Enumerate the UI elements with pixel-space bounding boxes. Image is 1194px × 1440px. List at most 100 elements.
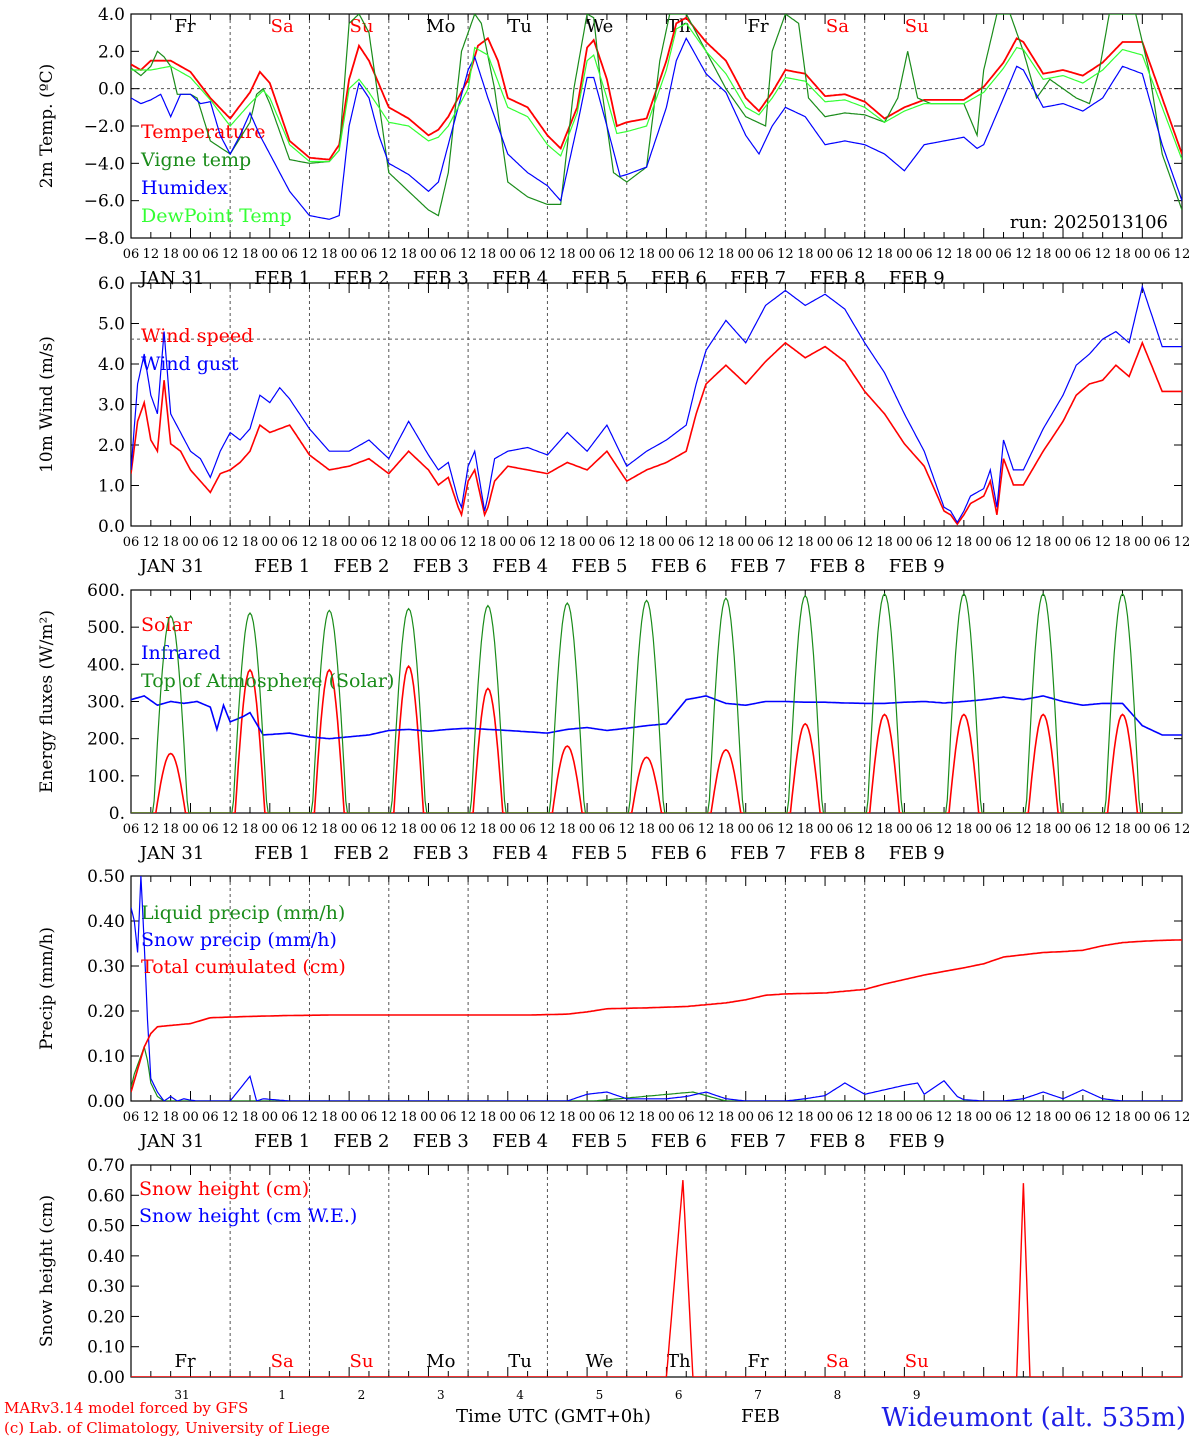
- time-axis-label: Time UTC (GMT+0h): [456, 1406, 651, 1427]
- x-date-label: JAN 31: [138, 1131, 205, 1152]
- x-hour-label: 06: [599, 535, 616, 550]
- x-date-label: FEB 1: [254, 1131, 310, 1152]
- legend-entry: Infrared: [141, 642, 221, 664]
- x-hour-label: 18: [162, 247, 179, 262]
- station-name: Wideumont (alt. 535m): [881, 1403, 1186, 1433]
- x-hour-label: 12: [936, 1110, 953, 1125]
- x-hour-label: 00: [579, 535, 596, 550]
- chart-panel-5: 0.70 0.60 0.50 0.40 0.30 0.20 0.10 0.00 Snow hei…: [37, 1156, 1183, 1402]
- x-date-label: FEB 3: [413, 556, 469, 577]
- day-number-label: 31: [174, 1388, 189, 1402]
- x-hour-label: 12: [856, 247, 873, 262]
- x-hour-label: 18: [638, 822, 655, 837]
- x-hour-label: 18: [956, 535, 973, 550]
- x-hour-label: 00: [500, 247, 517, 262]
- x-hour-label: 06: [678, 247, 695, 262]
- x-hour-label: 18: [718, 822, 735, 837]
- x-hour-label: 00: [341, 822, 358, 837]
- x-hour-label: 12: [1094, 822, 1111, 837]
- x-hour-label: 18: [400, 247, 417, 262]
- x-hour-label: 12: [698, 822, 715, 837]
- x-hour-label: 12: [1174, 247, 1191, 262]
- x-hour-label: 18: [1114, 247, 1131, 262]
- x-date-label: FEB 6: [651, 1131, 707, 1152]
- x-date-label: FEB 7: [730, 843, 786, 864]
- x-hour-label: 06: [440, 822, 457, 837]
- x-hour-label: 18: [876, 822, 893, 837]
- x-hour-label: 06: [123, 822, 140, 837]
- x-date-label: JAN 31: [138, 843, 205, 864]
- x-hour-label: 12: [301, 1110, 318, 1125]
- chart-panel-3: 600. 500. 400. 300. 200. 100. 0. Energy fluxes …: [37, 581, 1190, 864]
- x-hour-label: 06: [440, 1110, 457, 1125]
- day-of-week-label: Th: [667, 1351, 691, 1372]
- model-credit: MARv3.14 model forced by GFS: [4, 1399, 249, 1417]
- x-hour-label: 06: [281, 822, 298, 837]
- x-hour-label: 06: [1075, 535, 1092, 550]
- x-date-label: FEB 2: [333, 268, 389, 289]
- y-tick-label: 0.30: [87, 1277, 125, 1297]
- x-hour-label: 06: [757, 535, 774, 550]
- x-hour-label: 00: [975, 1110, 992, 1125]
- x-hour-label: 06: [1154, 535, 1171, 550]
- x-hour-label: 18: [638, 535, 655, 550]
- plot-frame: [130, 282, 1183, 527]
- x-date-label: FEB 8: [809, 1131, 865, 1152]
- x-hour-label: 18: [321, 1110, 338, 1125]
- x-hour-label: 12: [381, 535, 398, 550]
- x-hour-label: 18: [956, 1110, 973, 1125]
- x-hour-label: 00: [1055, 1110, 1072, 1125]
- x-date-label: JAN 31: [138, 268, 205, 289]
- x-hour-label: 12: [1015, 535, 1032, 550]
- x-hour-label: 18: [242, 247, 259, 262]
- x-hour-label: 18: [797, 822, 814, 837]
- x-hour-label: 18: [718, 247, 735, 262]
- legend-entry: Vigne temp: [140, 149, 251, 171]
- x-hour-label: 12: [1015, 247, 1032, 262]
- x-hour-label: 12: [618, 535, 635, 550]
- x-hour-label: 18: [242, 1110, 259, 1125]
- x-date-label: FEB 2: [333, 1131, 389, 1152]
- series-line-1: [131, 1044, 1182, 1101]
- day-of-week-label: Tu: [508, 16, 532, 37]
- x-hour-label: 18: [400, 1110, 417, 1125]
- x-hour-label: 18: [1114, 535, 1131, 550]
- x-hour-label: 00: [658, 822, 675, 837]
- y-tick-label: 0.50: [87, 1217, 125, 1237]
- x-date-label: FEB 6: [651, 843, 707, 864]
- series-line-2: [131, 876, 1182, 1101]
- x-hour-label: 12: [856, 535, 873, 550]
- x-hour-label: 12: [1015, 822, 1032, 837]
- x-date-label: FEB 8: [809, 268, 865, 289]
- x-hour-label: 12: [1174, 822, 1191, 837]
- x-hour-label: 12: [856, 1110, 873, 1125]
- x-hour-label: 06: [757, 247, 774, 262]
- x-hour-label: 06: [995, 1110, 1012, 1125]
- series-line-1: [131, 664, 1182, 813]
- y-axis-label: Precip (mm/h): [37, 927, 57, 1050]
- x-hour-label: 00: [1134, 535, 1151, 550]
- x-hour-label: 18: [1035, 535, 1052, 550]
- x-hour-label: 00: [737, 822, 754, 837]
- x-hour-label: 00: [262, 535, 279, 550]
- y-tick-label: 0.10: [87, 1338, 125, 1358]
- legend-entry: Wind speed: [141, 325, 253, 347]
- day-of-week-label: Mo: [426, 16, 455, 37]
- x-hour-label: 18: [321, 247, 338, 262]
- legend-entry: Snow precip (mm/h): [141, 929, 337, 951]
- x-hour-label: 18: [400, 535, 417, 550]
- x-hour-label: 18: [559, 535, 576, 550]
- x-hour-label: 12: [460, 822, 477, 837]
- x-hour-label: 06: [123, 247, 140, 262]
- x-date-label: FEB 4: [492, 843, 548, 864]
- x-date-label: FEB 8: [809, 843, 865, 864]
- x-hour-label: 12: [777, 1110, 794, 1125]
- x-hour-label: 00: [500, 535, 517, 550]
- x-hour-label: 12: [143, 535, 160, 550]
- day-number-label: 3: [437, 1388, 445, 1402]
- y-tick-label: 200.: [87, 730, 125, 750]
- x-hour-label: 06: [1154, 247, 1171, 262]
- x-hour-label: 12: [301, 535, 318, 550]
- x-date-label: FEB 2: [333, 556, 389, 577]
- x-hour-label: 00: [420, 822, 437, 837]
